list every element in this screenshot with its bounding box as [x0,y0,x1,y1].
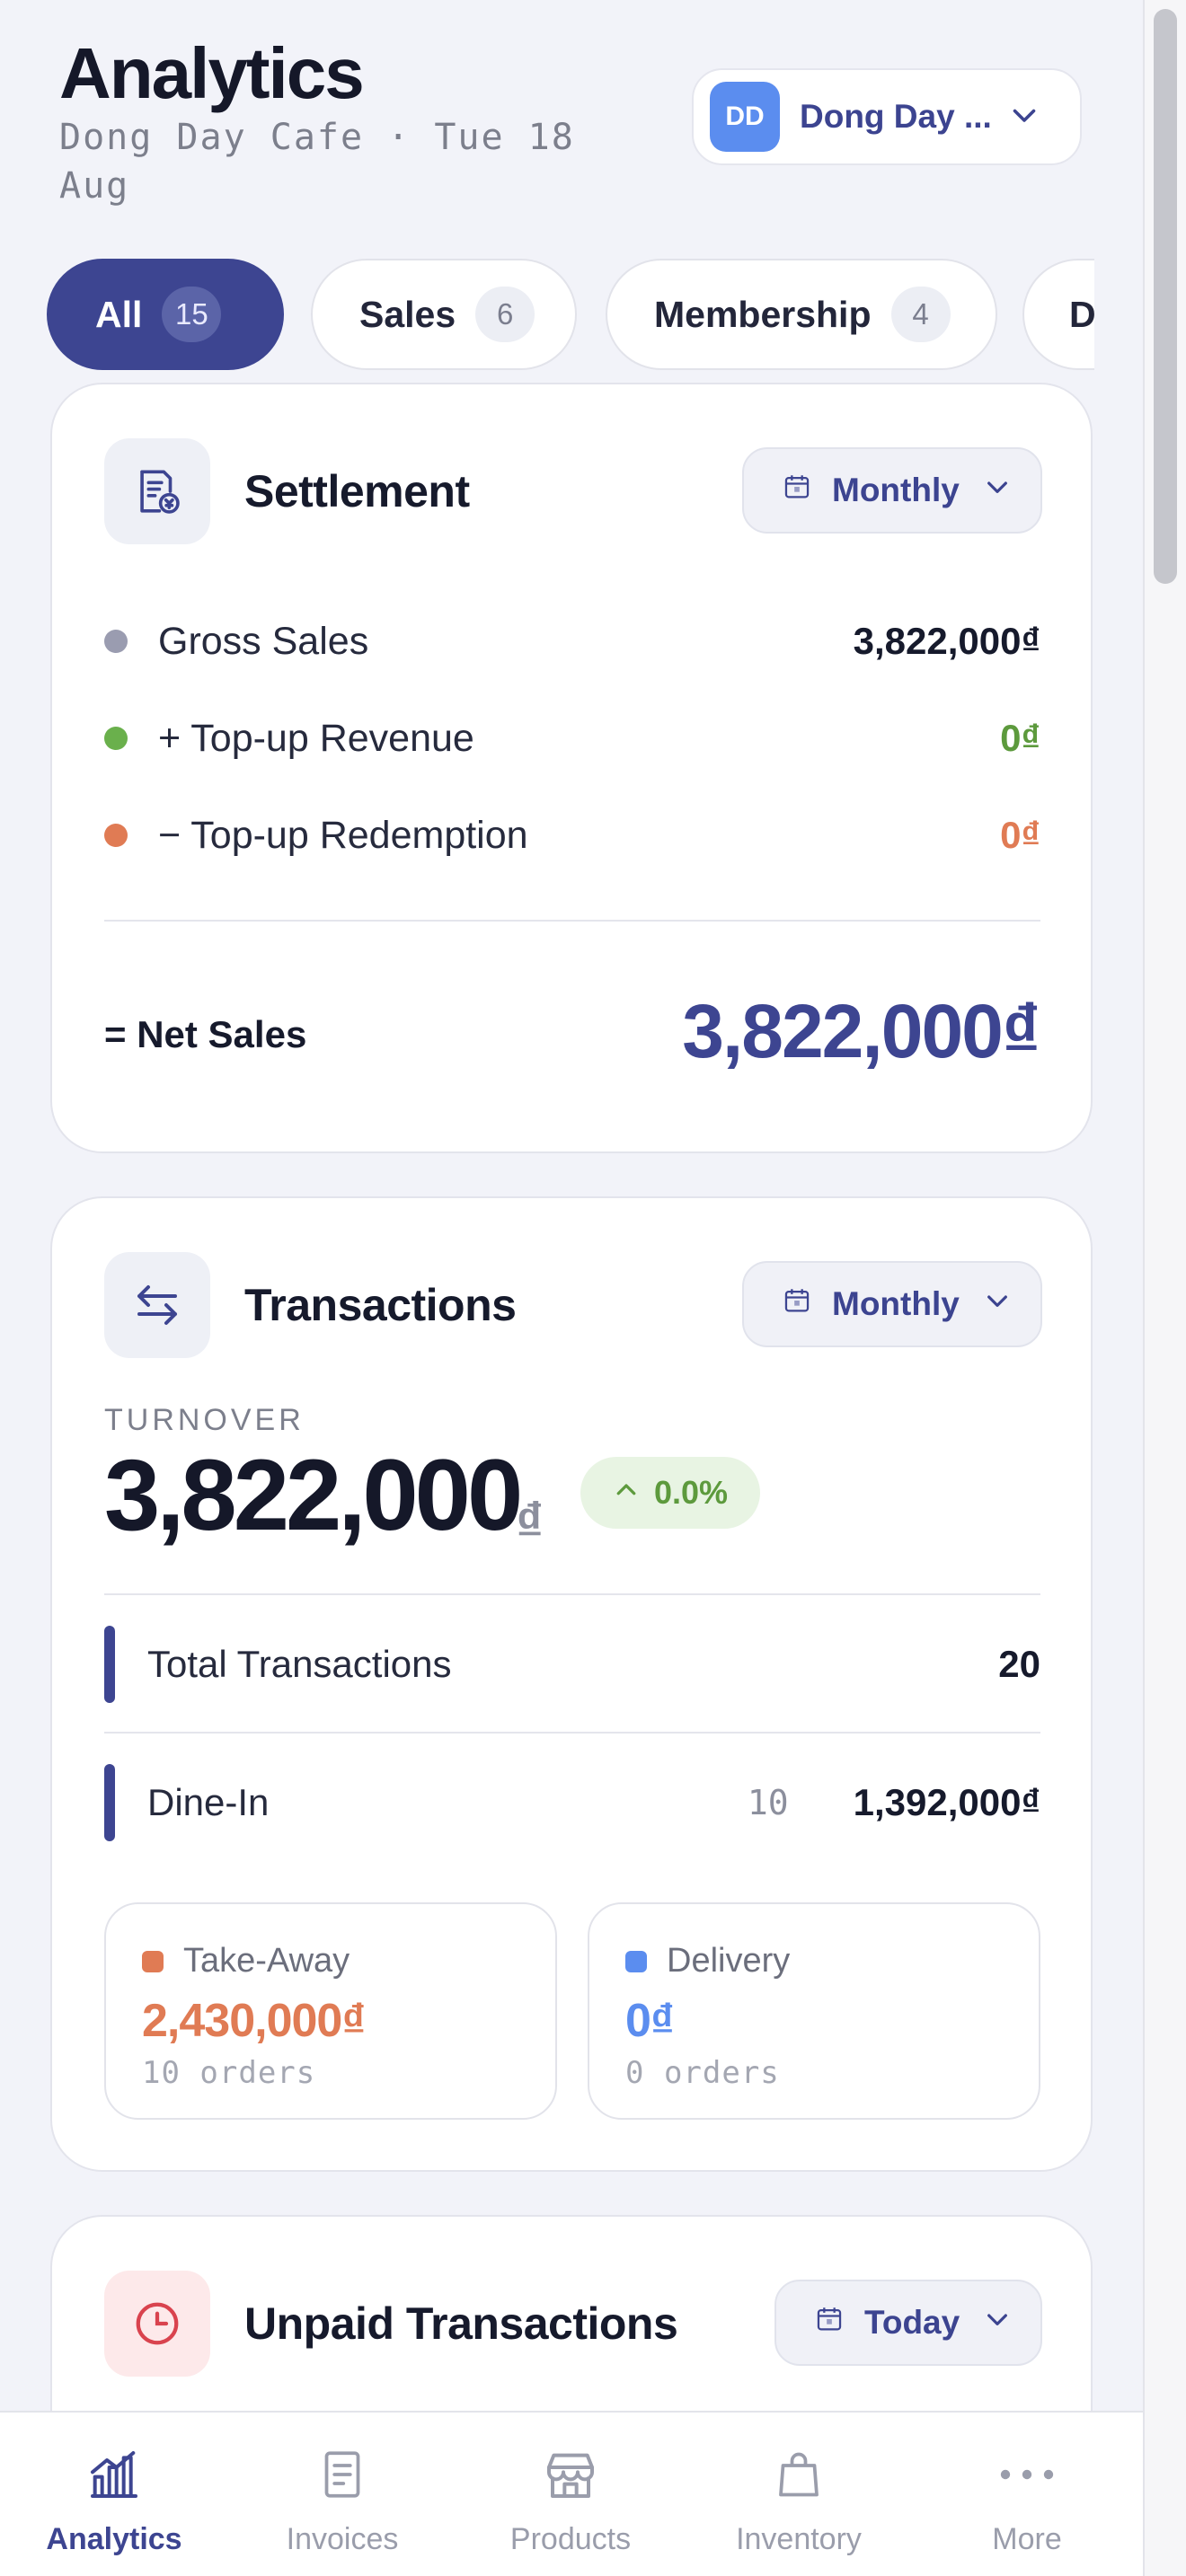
swap-arrows-icon [104,1252,210,1358]
nav-item-invoices[interactable]: Invoices [228,2413,456,2576]
page-subtitle: Dong Day Cafe · Tue 18 Aug [59,117,575,207]
more-icon [998,2443,1056,2506]
status-dot [104,727,128,750]
take-away-label: Take-Away [183,1942,350,1980]
nav-label: Analytics [46,2522,182,2556]
filter-pill-count: 6 [475,287,535,342]
settlement-period-select[interactable]: Monthly [742,447,1042,534]
transactions-period-select[interactable]: Monthly [742,1261,1042,1347]
row-accent-bar [104,1626,115,1703]
settlement-row-value: 0₫ [1000,717,1040,759]
clock-icon [104,2271,210,2377]
filter-pill-count: 4 [890,287,951,342]
period-label: Today [864,2304,960,2341]
analytics-icon [85,2443,143,2506]
trend-value: 0.0% [653,1474,729,1511]
chevron-down-icon [1008,99,1040,136]
nav-item-products[interactable]: Products [456,2413,685,2576]
filter-pill-label: D [1069,293,1094,335]
unpaid-period-select[interactable]: Today [774,2280,1042,2366]
divider [104,920,1040,922]
total-transactions-row: Total Transactions 20 [104,1626,1040,1703]
settlement-row-label: Gross Sales [158,619,369,663]
period-label: Monthly [832,472,960,508]
settlement-row-gross-sales: Gross Sales 3,822,000₫ [104,614,1040,668]
settlement-row-label: − Top-up Redemption [158,813,528,857]
settlement-row-label: + Top-up Revenue [158,716,474,760]
nav-label: More [992,2522,1062,2556]
store-avatar: DD [710,82,780,152]
delivery-orders: 0 orders [625,2055,780,2091]
settlement-row-value: 0₫ [1000,814,1040,856]
filter-pill-membership[interactable]: Membership 4 [606,259,997,370]
filter-pill-label: Membership [654,293,872,335]
filter-pill-sales[interactable]: Sales 6 [311,259,577,370]
trend-badge: 0.0% [580,1457,760,1529]
unpaid-transactions-title: Unpaid Transactions [244,2298,678,2349]
bottom-navigation: Analytics Invoices Products Inventory Mo… [0,2411,1143,2576]
settlement-row-topup-revenue: + Top-up Revenue 0₫ [104,711,1040,765]
delivery-header: Delivery [625,1942,790,1981]
status-dot [104,824,128,847]
period-label: Monthly [832,1285,960,1322]
transactions-card: Transactions Monthly TURNOVER 3,822,000 … [50,1196,1093,2172]
filter-pill-count: 15 [162,287,222,342]
store-selector[interactable]: DD Dong Day ... [692,68,1082,165]
bag-icon [772,2443,826,2506]
dine-in-label: Dine-In [147,1781,270,1823]
calendar-icon [782,472,832,510]
filter-pill-all[interactable]: All 15 [47,259,284,370]
calendar-icon [814,2304,864,2342]
turnover-currency: ₫ [516,1492,544,1552]
settlement-title: Settlement [244,466,470,516]
dine-in-row: Dine-In 10 1,392,000₫ [104,1764,1040,1841]
delivery-card: Delivery 0₫ 0 orders [588,1902,1040,2120]
chevron-down-icon [983,1285,1031,1323]
filter-pill-label: All [95,293,143,335]
chevron-down-icon [983,472,1031,509]
turnover-value: 3,822,000 [104,1439,523,1551]
chevron-down-icon [983,2304,1031,2342]
transactions-title: Transactions [244,1280,517,1330]
receipt-icon [104,438,210,544]
row-accent-bar [104,1764,115,1841]
nav-label: Products [509,2522,632,2556]
settlement-row-topup-redemption: − Top-up Redemption 0₫ [104,808,1040,862]
total-transactions-value: 20 [998,1643,1040,1685]
turnover-label: TURNOVER [104,1403,305,1437]
store-name: Dong Day ... [800,98,992,135]
divider [104,1593,1040,1595]
invoice-icon [315,2443,369,2506]
net-sales-value: 3,822,000₫ [682,989,1040,1073]
filter-pill-more[interactable]: D [1022,259,1094,370]
nav-item-more[interactable]: More [913,2413,1141,2576]
dine-in-value: 1,392,000₫ [853,1781,1040,1823]
nav-label: Invoices [286,2522,399,2556]
dine-in-count: 10 [747,1783,789,1822]
filter-pill-label: Sales [359,293,456,335]
divider [104,1732,1040,1734]
filter-tabs: All 15 Sales 6 Membership 4 D [47,257,1094,372]
calendar-icon [782,1285,832,1324]
delivery-label: Delivery [667,1942,791,1980]
total-transactions-label: Total Transactions [147,1643,452,1685]
nav-item-inventory[interactable]: Inventory [685,2413,913,2576]
legend-square [625,1950,647,1972]
take-away-value: 2,430,000₫ [142,1995,366,2047]
arrow-up-icon [613,1474,654,1512]
page-title: Analytics [59,33,365,113]
legend-square [142,1950,164,1972]
settlement-card: Settlement Monthly Gross Sales 3,822,000… [50,383,1093,1153]
status-dot [104,630,128,653]
nav-item-analytics[interactable]: Analytics [0,2413,228,2576]
take-away-header: Take-Away [142,1942,350,1981]
settlement-row-value: 3,822,000₫ [853,620,1040,662]
nav-label: Inventory [736,2522,862,2556]
store-icon [542,2443,599,2506]
take-away-card: Take-Away 2,430,000₫ 10 orders [104,1902,557,2120]
delivery-value: 0₫ [625,1995,675,2047]
scrollbar-thumb[interactable] [1154,9,1177,584]
net-sales-label: = Net Sales [104,1013,307,1055]
take-away-orders: 10 orders [142,2055,316,2091]
